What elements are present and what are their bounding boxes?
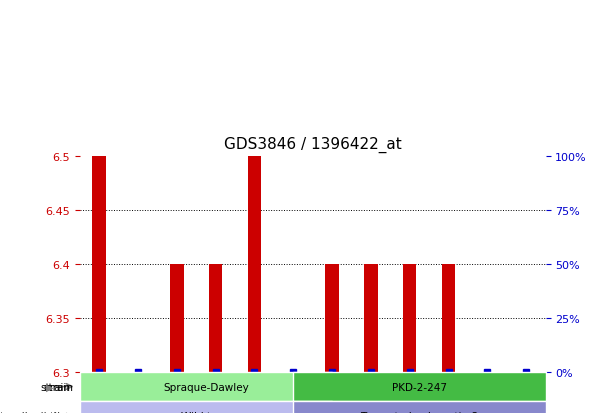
Bar — [248, 157, 261, 372]
Text: ▶: ▶ — [46, 411, 53, 413]
Bar — [403, 264, 416, 372]
Bar — [93, 157, 106, 372]
Bar — [209, 264, 223, 372]
Text: Spraque-Dawley: Spraque-Dawley — [163, 382, 249, 392]
Bar — [326, 264, 339, 372]
Bar — [170, 264, 183, 372]
Text: PKD-2-247: PKD-2-247 — [392, 382, 447, 392]
Text: genotype/variation: genotype/variation — [0, 411, 74, 413]
Text: Wild type: Wild type — [181, 411, 230, 413]
Text: genotype/variation: genotype/variation — [0, 411, 70, 413]
Text: ▶: ▶ — [46, 382, 53, 392]
Text: strain: strain — [44, 382, 74, 392]
Bar — [364, 264, 378, 372]
Title: GDS3846 / 1396422_at: GDS3846 / 1396422_at — [224, 137, 402, 153]
Text: Truncated polycystin-2: Truncated polycystin-2 — [360, 411, 479, 413]
Bar — [442, 264, 455, 372]
Text: strain: strain — [40, 382, 70, 392]
